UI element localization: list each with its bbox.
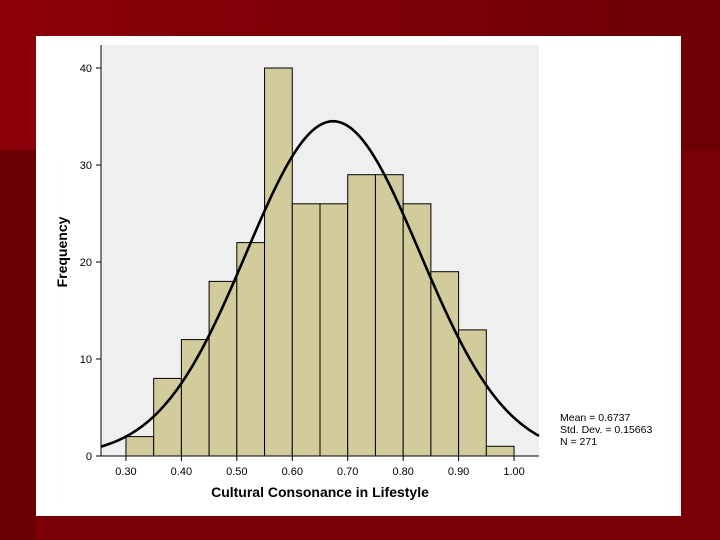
histogram-bar bbox=[374, 174, 404, 457]
x-tick-label: 0.50 bbox=[226, 466, 247, 478]
y-tick-label: 40 bbox=[80, 63, 92, 75]
histogram-bar bbox=[319, 203, 349, 457]
x-tick-label: 0.90 bbox=[448, 466, 469, 478]
axes bbox=[100, 45, 539, 457]
y-axis-title: Frequency bbox=[54, 216, 70, 287]
x-tick-label: 0.80 bbox=[392, 466, 413, 478]
y-tick-label: 0 bbox=[86, 451, 92, 463]
stat-std-dev: Std. Dev. = 0.15663 bbox=[560, 424, 652, 436]
stat-n: N = 271 bbox=[560, 436, 597, 448]
stats-box: Mean = 0.6737 Std. Dev. = 0.15663 N = 27… bbox=[560, 412, 652, 448]
histogram-bar bbox=[208, 280, 238, 457]
y-tick-label: 20 bbox=[80, 257, 92, 269]
histogram-bar bbox=[347, 174, 376, 457]
histogram-bar bbox=[180, 339, 210, 457]
histogram-bar bbox=[264, 67, 293, 457]
x-axis-title: Cultural Consonance in Lifestyle bbox=[211, 484, 429, 500]
x-ticks: 0.30 0.40 0.50 0.60 0.70 0.80 0.90 1.00 bbox=[115, 456, 525, 478]
histogram-bars bbox=[125, 67, 515, 457]
x-tick-label: 0.60 bbox=[282, 466, 303, 478]
histogram-bar bbox=[458, 329, 487, 457]
histogram-bar bbox=[430, 271, 460, 457]
y-ticks: 0 10 20 30 40 bbox=[80, 63, 101, 463]
stat-mean: Mean = 0.6737 bbox=[560, 412, 631, 424]
x-tick-label: 1.00 bbox=[503, 466, 524, 478]
histogram-bar bbox=[291, 203, 321, 457]
normal-curve bbox=[100, 119, 540, 448]
x-tick-label: 0.40 bbox=[171, 466, 192, 478]
histogram-bar bbox=[125, 436, 155, 457]
histogram-bar bbox=[402, 203, 432, 457]
y-tick-label: 10 bbox=[80, 354, 92, 366]
x-tick-label: 0.30 bbox=[115, 466, 136, 478]
histogram-bar bbox=[236, 242, 266, 457]
y-tick-label: 30 bbox=[80, 160, 92, 172]
x-tick-label: 0.70 bbox=[337, 466, 358, 478]
slide-background-corner bbox=[0, 150, 36, 540]
histogram-bar bbox=[485, 445, 515, 457]
